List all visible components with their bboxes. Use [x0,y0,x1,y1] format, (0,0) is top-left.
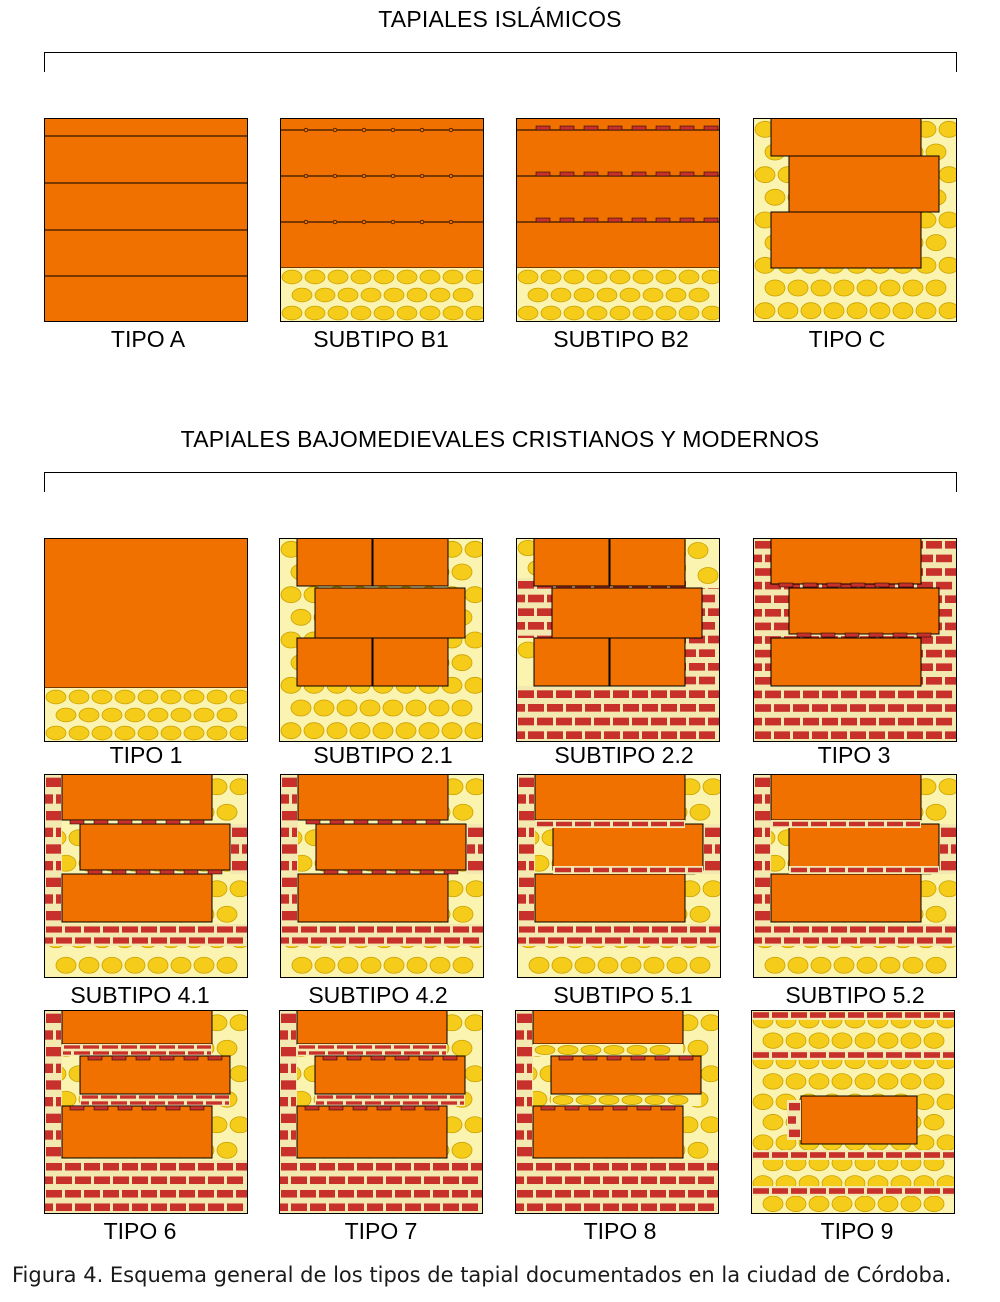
section-bracket-islamic [44,52,957,72]
section-title-christian-modern: TAPIALES BAJOMEDIEVALES CRISTIANOS Y MOD… [180,426,820,452]
wall-section-drawing [44,774,248,978]
wall-section-drawing [751,1010,955,1214]
wall-section-drawing [44,538,248,742]
wall-section-drawing [516,538,720,742]
wall-type-label: TIPO 3 [817,742,891,768]
wall-type-label: SUBTIPO 2.1 [313,742,453,768]
wall-section-drawing [279,1010,483,1214]
wall-type-label: SUBTIPO B1 [313,326,449,352]
wall-type-label: TIPO A [110,326,186,352]
wall-section-drawing [753,118,957,322]
wall-diagram-16 [751,1010,955,1214]
wall-type-label: TIPO 8 [583,1218,657,1244]
wall-type-label: SUBTIPO 5.1 [553,982,693,1008]
figure-caption: Figura 4. Esquema general de los tipos d… [12,1263,952,1287]
wall-section-drawing [515,1010,719,1214]
wall-section-drawing [517,774,721,978]
wall-section-drawing [44,118,248,322]
wall-type-label: TIPO 1 [109,742,183,768]
wall-type-label: TIPO C [808,326,886,352]
wall-section-drawing [516,118,720,322]
wall-section-drawing [753,774,957,978]
wall-section-drawing [280,774,484,978]
wall-type-label: SUBTIPO 5.2 [785,982,925,1008]
wall-type-label: TIPO 9 [820,1218,894,1244]
wall-section-drawing [279,538,483,742]
wall-diagram-15 [515,1010,719,1214]
wall-section-drawing [44,1010,248,1214]
wall-diagram-13 [44,1010,248,1214]
wall-type-label: SUBTIPO B2 [553,326,689,352]
wall-diagram-6 [279,538,483,742]
wall-type-label: TIPO 6 [103,1218,177,1244]
wall-type-label: TIPO 7 [344,1218,418,1244]
wall-diagram-2 [280,118,484,322]
section-bracket-christian-modern [44,472,957,492]
wall-diagram-3 [516,118,720,322]
wall-diagram-4 [753,118,957,322]
wall-diagram-14 [279,1010,483,1214]
wall-diagram-7 [516,538,720,742]
wall-diagram-5 [44,538,248,742]
wall-diagram-1 [44,118,248,322]
wall-type-label: SUBTIPO 4.2 [308,982,448,1008]
wall-diagram-11 [517,774,721,978]
wall-diagram-12 [753,774,957,978]
section-title-islamic: TAPIALES ISLÁMICOS [378,6,622,32]
wall-type-label: SUBTIPO 2.2 [554,742,694,768]
wall-diagram-8 [753,538,957,742]
wall-section-drawing [280,118,484,322]
wall-section-drawing [753,538,957,742]
wall-diagram-9 [44,774,248,978]
wall-diagram-10 [280,774,484,978]
wall-type-label: SUBTIPO 4.1 [70,982,210,1008]
